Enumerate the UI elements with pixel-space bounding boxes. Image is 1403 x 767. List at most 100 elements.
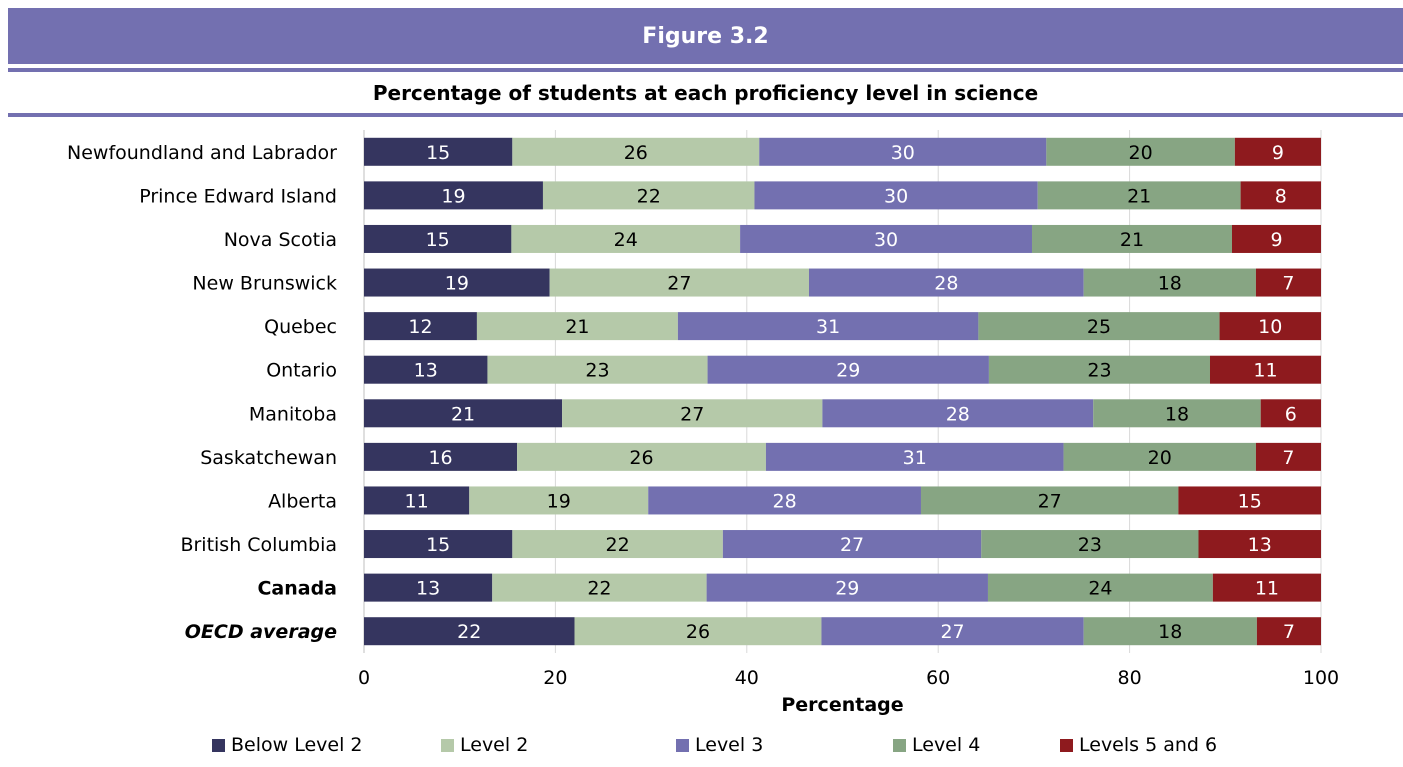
bar-segment — [512, 530, 723, 559]
data-label: 21 — [451, 403, 475, 425]
category-label: British Columbia — [180, 534, 337, 556]
data-label: 15 — [1238, 490, 1262, 512]
legend-swatch — [441, 738, 454, 752]
legend-item: Level 3 — [676, 734, 763, 756]
bar-segment — [512, 137, 760, 166]
bar-segment — [1231, 224, 1321, 253]
x-tick-label: 60 — [926, 667, 950, 689]
data-label: 20 — [1129, 142, 1153, 164]
figure-title: Figure 3.2 — [642, 23, 769, 49]
bar-segment — [978, 312, 1220, 341]
data-label: 31 — [903, 447, 927, 469]
category-label: Manitoba — [249, 403, 337, 425]
category-label: Nova Scotia — [224, 229, 337, 251]
bar-segment — [1255, 268, 1321, 297]
data-label: 26 — [629, 447, 653, 469]
bar-segment — [364, 442, 518, 471]
bar-segment — [492, 573, 707, 602]
bar-segment — [987, 573, 1213, 602]
chart-legend: Below Level 2 Level 2 Level 3 Level 4 Levels… — [0, 734, 1403, 764]
bar-segment — [1198, 530, 1321, 559]
chart-title: Percentage of students at each proficien… — [372, 81, 1039, 105]
data-label: 29 — [836, 360, 860, 382]
bar-segment — [1260, 399, 1321, 428]
legend-swatch — [676, 738, 689, 752]
legend-label: Levels 5 and 6 — [1079, 734, 1218, 756]
data-label: 29 — [835, 578, 859, 600]
bar-segment — [1212, 573, 1321, 602]
legend-item: Below Level 2 — [212, 734, 363, 756]
bar-segment — [476, 312, 678, 341]
data-label: 15 — [426, 534, 450, 556]
bar-segment — [364, 137, 513, 166]
bar-segment — [821, 617, 1084, 646]
category-label: Prince Edward Island — [139, 185, 337, 207]
category-label: Quebec — [264, 316, 337, 338]
bar-segment — [677, 312, 979, 341]
data-label: 22 — [606, 534, 630, 556]
data-label: 12 — [408, 316, 432, 338]
bar-segment — [364, 573, 493, 602]
bar-segment — [1093, 399, 1261, 428]
data-label: 6 — [1285, 403, 1297, 425]
data-label: 15 — [426, 142, 450, 164]
data-label: 27 — [667, 273, 691, 295]
bar-segment — [542, 181, 755, 210]
bar-segment — [1037, 181, 1241, 210]
x-tick-label: 80 — [1118, 667, 1142, 689]
data-label: 10 — [1258, 316, 1282, 338]
bar-segment — [722, 530, 982, 559]
data-label: 25 — [1087, 316, 1111, 338]
bar-segment — [364, 617, 575, 646]
bar-segment — [809, 268, 1084, 297]
x-tick-label: 40 — [735, 667, 759, 689]
bar-segment — [364, 312, 477, 341]
category-label: Ontario — [266, 360, 337, 382]
data-label: 13 — [1248, 534, 1272, 556]
data-label: 19 — [441, 185, 465, 207]
bar-segment — [549, 268, 810, 297]
data-label: 9 — [1270, 229, 1282, 251]
data-label: 7 — [1282, 447, 1294, 469]
data-label: 7 — [1282, 273, 1294, 295]
legend-swatch — [893, 738, 906, 752]
bar-segment — [706, 573, 988, 602]
category-label: OECD average — [185, 621, 337, 643]
data-label: 30 — [884, 185, 908, 207]
bar-segment — [1083, 617, 1257, 646]
header-rule-bottom — [8, 113, 1403, 117]
bar-segment — [981, 530, 1199, 559]
bar-segment — [364, 268, 550, 297]
x-tick-label: 20 — [543, 667, 567, 689]
legend-swatch — [1060, 738, 1073, 752]
bar-segment — [1063, 442, 1256, 471]
data-label: 31 — [816, 316, 840, 338]
bar-segment — [1219, 312, 1321, 341]
bar-segment — [1083, 268, 1256, 297]
data-label: 27 — [1038, 490, 1062, 512]
legend-item: Level 4 — [893, 734, 980, 756]
data-label: 27 — [680, 403, 704, 425]
data-label: 28 — [946, 403, 970, 425]
data-label: 15 — [426, 229, 450, 251]
data-label: 27 — [840, 534, 864, 556]
data-label: 19 — [445, 273, 469, 295]
bar-segment — [364, 181, 543, 210]
data-label: 19 — [547, 490, 571, 512]
bar-segment — [1256, 617, 1321, 646]
data-label: 8 — [1275, 185, 1287, 207]
data-label: 11 — [405, 490, 429, 512]
bar-segment — [364, 224, 512, 253]
category-label: New Brunswick — [192, 273, 337, 295]
bar-segment — [364, 355, 488, 384]
bar-segment — [920, 486, 1179, 515]
bar-segment — [1209, 355, 1321, 384]
data-label: 23 — [1078, 534, 1102, 556]
data-label: 22 — [457, 621, 481, 643]
bar-segment — [988, 355, 1210, 384]
bar-segment — [1234, 137, 1321, 166]
bar-segment — [1031, 224, 1232, 253]
data-label: 30 — [891, 142, 915, 164]
bar-segment — [364, 530, 513, 559]
